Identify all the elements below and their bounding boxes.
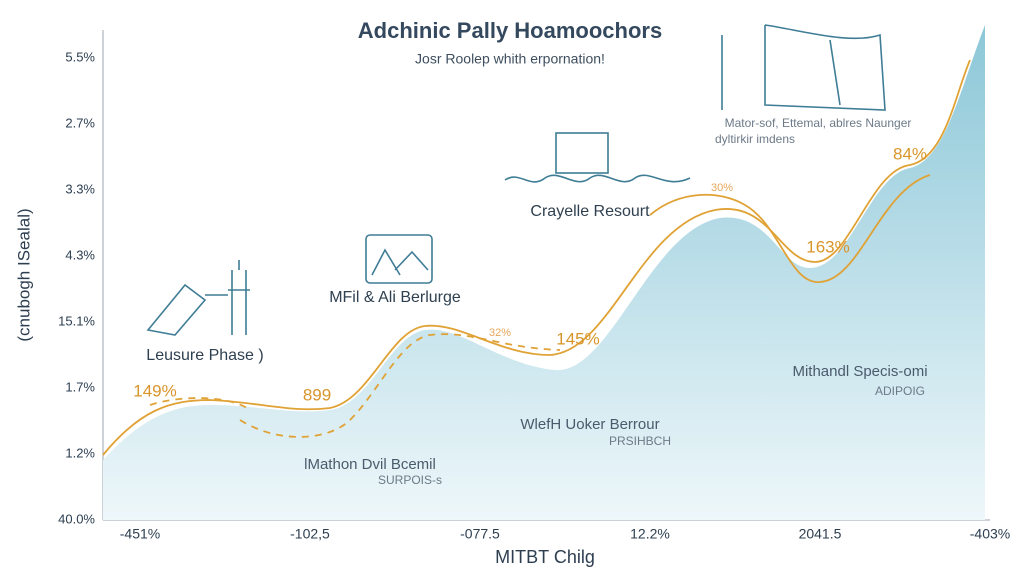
annotation: Mator-sof, Ettemal, ablres Naunger bbox=[725, 116, 912, 130]
y-label: 2.7% bbox=[65, 115, 95, 130]
y-label: 15.1% bbox=[58, 313, 95, 328]
value-note: 149% bbox=[133, 381, 176, 400]
x-label: -403% bbox=[970, 526, 1010, 542]
y-label: 1.2% bbox=[65, 445, 95, 460]
annotation: PRSIHBCH bbox=[609, 434, 671, 448]
x-label: -102,5 bbox=[290, 526, 330, 542]
y-label: 4.3% bbox=[65, 247, 95, 262]
annotation: SURPOIS-s bbox=[378, 473, 442, 487]
annotation: MFil & Ali Berlurge bbox=[329, 289, 461, 306]
area bbox=[103, 25, 985, 520]
annotation: Mithandl Specis-omi bbox=[792, 363, 927, 380]
x-label: -451% bbox=[120, 526, 160, 542]
value-note: 145% bbox=[556, 329, 599, 348]
subtitle: Josr Roolep whith erpornation! bbox=[415, 51, 605, 67]
annotation: Crayelle Resourt bbox=[530, 203, 650, 220]
annotation: WlefH Uoker Berrour bbox=[520, 416, 659, 433]
x-label: -077.5 bbox=[460, 526, 500, 542]
y-label: 1.7% bbox=[65, 379, 95, 394]
x-axis-title: MITBT Chilg bbox=[495, 547, 595, 567]
value-note: 899 bbox=[303, 385, 331, 404]
trend-lines bbox=[102, 59, 971, 456]
y-label: 5.5% bbox=[65, 49, 95, 64]
y-label: 40.0% bbox=[58, 511, 95, 526]
x-label: 12.2% bbox=[630, 526, 670, 542]
annotation: Leusure Phase ) bbox=[146, 347, 263, 364]
x-label: 2041.5 bbox=[799, 526, 842, 542]
y-label: 3.3% bbox=[65, 181, 95, 196]
title: Adchinic Pally Hoamoochors bbox=[358, 18, 662, 43]
annotation: ADIPOIG bbox=[875, 384, 925, 398]
value-note: 32% bbox=[489, 327, 511, 339]
annotation: dyltirkir imdens bbox=[715, 132, 795, 146]
value-note: 30% bbox=[711, 182, 733, 194]
annotation: lMathon Dvil Bcemil bbox=[304, 456, 436, 473]
icons bbox=[146, 24, 886, 336]
y-axis-title: (cnubogh ISealal) bbox=[14, 208, 33, 341]
value-note: 163% bbox=[806, 237, 849, 256]
value-note: 84% bbox=[893, 144, 927, 163]
